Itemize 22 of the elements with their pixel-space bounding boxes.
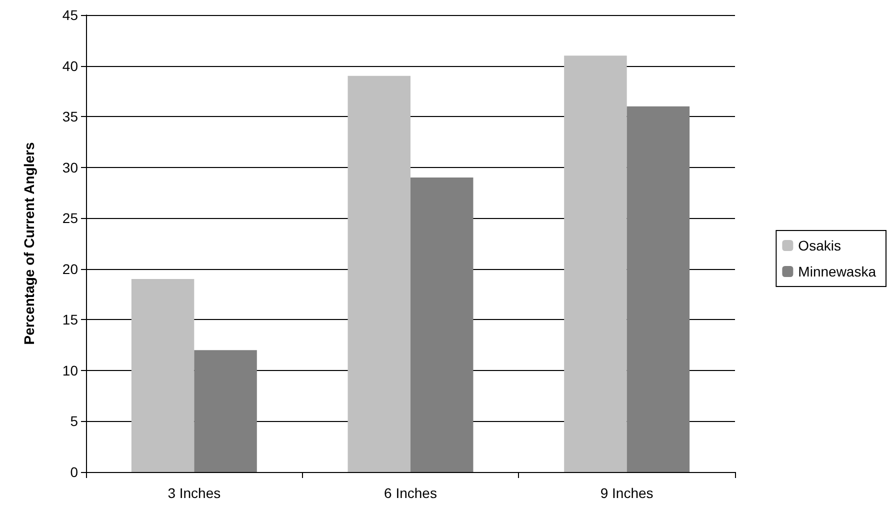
- y-tick-label: 35: [62, 108, 78, 125]
- y-tick-label: 25: [62, 210, 78, 226]
- y-axis-title: Percentage of Current Anglers: [21, 142, 37, 345]
- y-tick-label: 20: [62, 260, 78, 277]
- bar: [348, 76, 410, 472]
- x-tick-label: 9 Inches: [600, 485, 654, 501]
- bar: [194, 350, 257, 472]
- y-tick-label: 45: [62, 7, 78, 23]
- y-tick-label: 40: [62, 58, 78, 74]
- y-tick-label: 5: [70, 413, 78, 430]
- x-tick-label: 6 Inches: [384, 485, 437, 501]
- legend-label: Osakis: [798, 238, 841, 254]
- y-tick-label: 0: [70, 464, 78, 480]
- legend-label: Minnewaska: [798, 264, 876, 280]
- bar: [626, 106, 690, 472]
- y-tick-label: 30: [62, 159, 78, 176]
- y-tick-label: 15: [62, 312, 78, 328]
- bar: [410, 177, 474, 472]
- bar: [564, 56, 627, 472]
- x-tick-label: 3 Inches: [168, 485, 221, 501]
- bar: [131, 279, 194, 472]
- y-tick-label: 10: [62, 362, 78, 378]
